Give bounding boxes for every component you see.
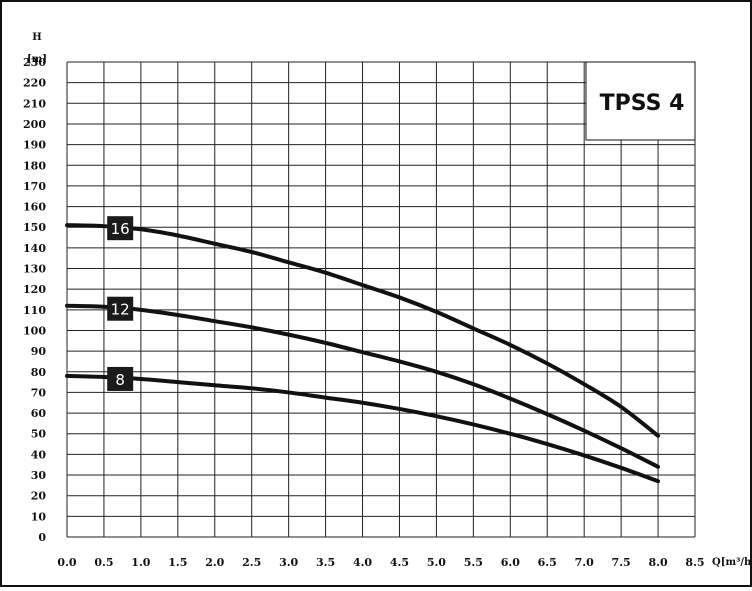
y-tick-label: 20 bbox=[31, 490, 47, 503]
x-tick-label: 1.5 bbox=[168, 556, 187, 569]
y-axis-label: H bbox=[32, 32, 41, 43]
x-tick-label: 7.5 bbox=[612, 556, 631, 569]
series-line-8 bbox=[65, 373, 661, 484]
y-tick-label: 60 bbox=[31, 407, 47, 420]
x-tick-label: 6.5 bbox=[538, 556, 557, 569]
y-tick-label: 0 bbox=[38, 531, 46, 544]
series-line-12 bbox=[65, 303, 661, 469]
series-badge-bg bbox=[107, 366, 134, 391]
y-tick-label: 30 bbox=[31, 469, 47, 482]
x-tick-label: 6.0 bbox=[501, 556, 520, 569]
x-tick-label: 3.0 bbox=[279, 556, 298, 569]
series-label: 8 bbox=[115, 371, 125, 389]
series-badge-12: 12 bbox=[107, 296, 134, 321]
x-tick-label: 2.0 bbox=[205, 556, 224, 569]
y-tick-label: 130 bbox=[23, 263, 46, 276]
series-badge-bg bbox=[107, 296, 134, 321]
y-tick-label: 40 bbox=[31, 448, 47, 461]
y-axis-unit: [m] bbox=[27, 54, 47, 65]
x-tick-label: 0.0 bbox=[57, 556, 76, 569]
series-badge-bg bbox=[107, 216, 134, 241]
series-label: 16 bbox=[111, 220, 130, 238]
x-tick-label: 0.5 bbox=[94, 556, 113, 569]
y-tick-label: 150 bbox=[23, 221, 46, 234]
series-badges: 16 12 8 bbox=[107, 216, 134, 391]
y-tick-label: 80 bbox=[31, 366, 47, 379]
y-tick-label: 10 bbox=[31, 510, 47, 523]
y-tick-label: 210 bbox=[23, 97, 46, 110]
x-tick-label: 5.5 bbox=[464, 556, 483, 569]
x-axis-label: Q[m³/h] bbox=[712, 557, 752, 568]
y-tick-label: 200 bbox=[23, 118, 46, 131]
y-tick-labels: 0 10 20 30 40 50 60 70 80 90 100 110 120 130 140 150 160… bbox=[23, 56, 46, 544]
series-label: 12 bbox=[111, 301, 130, 319]
y-tick-label: 140 bbox=[23, 242, 46, 255]
y-tick-label: 120 bbox=[23, 283, 46, 296]
y-tick-label: 170 bbox=[23, 180, 46, 193]
x-tick-label: 3.5 bbox=[316, 556, 335, 569]
series-line-16 bbox=[65, 223, 661, 438]
y-tick-label: 220 bbox=[23, 77, 46, 90]
model-box: TPSS 4 bbox=[585, 61, 696, 141]
y-tick-label: 110 bbox=[23, 304, 46, 317]
series-lines bbox=[65, 223, 661, 484]
chart-title: TPSS 4 bbox=[600, 91, 685, 116]
model-box-bg bbox=[585, 61, 696, 141]
x-tick-label: 1.0 bbox=[131, 556, 150, 569]
y-tick-label: 190 bbox=[23, 139, 46, 152]
y-tick-label: 50 bbox=[31, 428, 47, 441]
y-tick-label: 90 bbox=[31, 345, 47, 358]
x-tick-labels: 0.0 0.5 1.0 1.5 2.0 2.5 3.0 3.5 4.0 4.5 5.0 5.5 6.0 6… bbox=[57, 556, 704, 569]
y-tick-label: 230 bbox=[23, 56, 46, 69]
y-tick-label: 160 bbox=[23, 201, 46, 214]
x-tick-label: 7.0 bbox=[575, 556, 594, 569]
x-tick-label: 5.0 bbox=[427, 556, 446, 569]
x-tick-label: 4.5 bbox=[390, 556, 409, 569]
x-tick-label: 2.5 bbox=[242, 556, 261, 569]
series-badge-8: 8 bbox=[107, 366, 134, 391]
x-tick-label: 4.0 bbox=[353, 556, 372, 569]
y-tick-label: 70 bbox=[31, 386, 47, 399]
y-tick-label: 100 bbox=[23, 324, 46, 337]
y-tick-label: 180 bbox=[23, 159, 46, 172]
x-tick-label: 8.5 bbox=[685, 556, 704, 569]
series-badge-16: 16 bbox=[107, 216, 134, 241]
x-tick-label: 8.0 bbox=[648, 556, 667, 569]
